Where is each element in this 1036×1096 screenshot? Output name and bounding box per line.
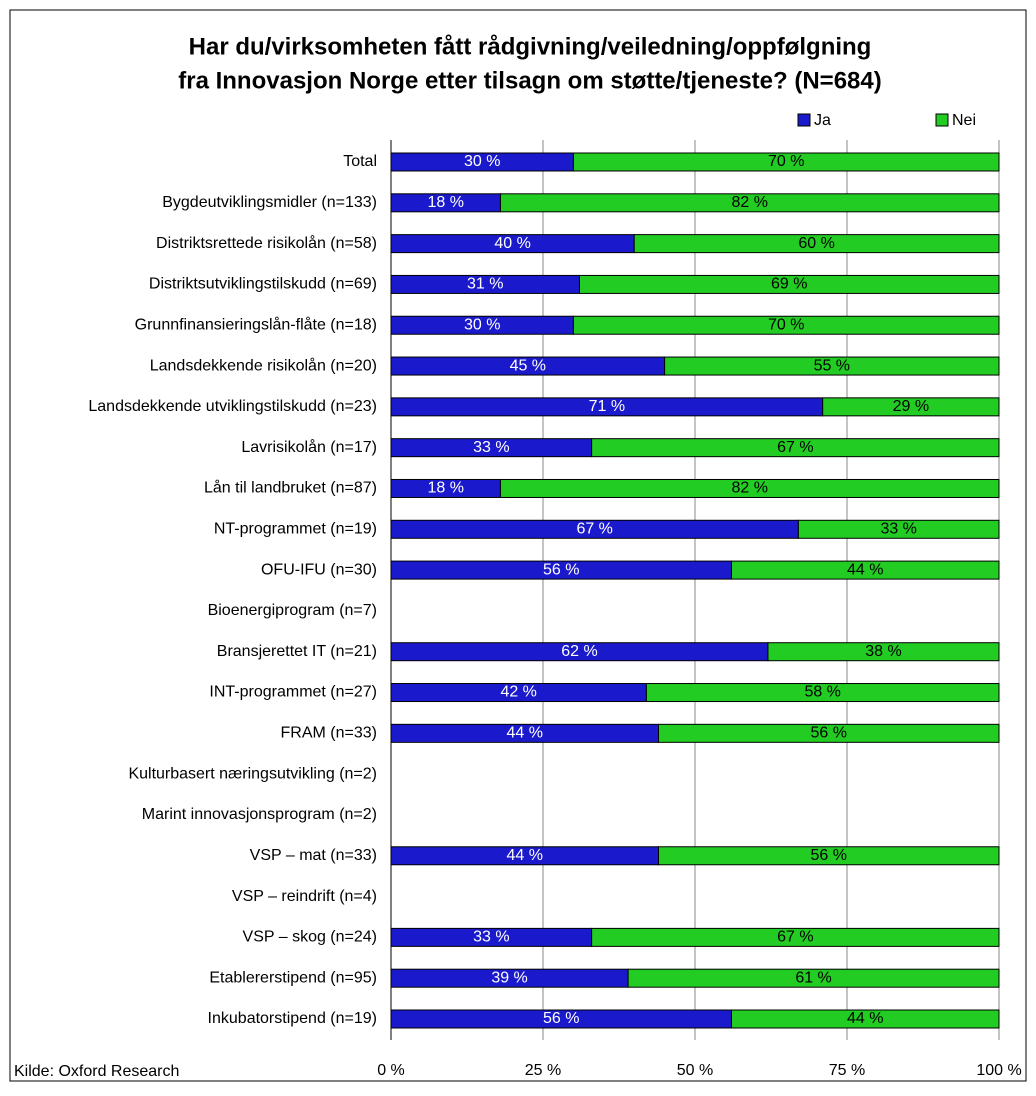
data-label: 30 % <box>464 316 500 333</box>
data-label: 70 % <box>768 316 804 333</box>
x-tick-label: 75 % <box>829 1062 865 1079</box>
bar-segment <box>645 683 1000 703</box>
y-tick-label: Bioenergiprogram (n=7) <box>208 602 377 619</box>
data-label: 39 % <box>491 969 527 986</box>
data-label: 56 % <box>811 725 847 742</box>
data-label: 62 % <box>561 643 597 660</box>
data-label: 33 % <box>473 439 509 456</box>
data-label: 67 % <box>576 521 612 538</box>
data-label: 56 % <box>543 561 579 578</box>
data-label: 55 % <box>814 357 850 374</box>
legend-swatch <box>935 113 949 127</box>
bar-segment <box>572 315 1000 335</box>
data-label: 30 % <box>464 153 500 170</box>
bar-segment <box>664 356 1000 376</box>
y-tick-label: Bransjerettet IT (n=21) <box>217 643 377 660</box>
y-tick-label: Total <box>343 153 377 170</box>
bar-segment <box>499 478 1000 498</box>
bar-segment <box>627 968 1000 988</box>
data-label: 38 % <box>865 643 901 660</box>
bar-segment <box>822 397 1000 417</box>
y-tick-label: VSP – reindrift (n=4) <box>232 888 377 905</box>
chart-title: Har du/virksomheten fått rådgivning/veil… <box>189 33 872 60</box>
y-tick-label: Landsdekkende utviklingstilskudd (n=23) <box>88 398 377 415</box>
data-label: 29 % <box>893 398 929 415</box>
bar-segment <box>797 519 1000 539</box>
data-label: 70 % <box>768 153 804 170</box>
data-label: 31 % <box>467 276 503 293</box>
y-tick-label: Grunnfinansieringslån-flåte (n=18) <box>135 315 377 333</box>
chart-title: fra Innovasjon Norge etter tilsagn om st… <box>178 67 881 94</box>
y-tick-label: Inkubatorstipend (n=19) <box>208 1010 377 1027</box>
data-label: 45 % <box>510 357 546 374</box>
bar-segment <box>499 193 1000 213</box>
data-label: 61 % <box>795 969 831 986</box>
y-tick-label: OFU-IFU (n=30) <box>261 561 377 578</box>
data-label: 67 % <box>777 929 813 946</box>
data-label: 33 % <box>880 521 916 538</box>
data-label: 71 % <box>589 398 625 415</box>
data-label: 40 % <box>494 235 530 252</box>
data-label: 58 % <box>804 684 840 701</box>
x-tick-label: 100 % <box>976 1062 1021 1079</box>
x-tick-label: 25 % <box>525 1062 561 1079</box>
bar-segment <box>730 1009 1000 1029</box>
y-tick-label: Kulturbasert næringsutvikling (n=2) <box>128 765 377 782</box>
x-tick-label: 0 % <box>377 1062 405 1079</box>
y-tick-label: Landsdekkende risikolån (n=20) <box>150 356 377 374</box>
data-label: 18 % <box>427 480 463 497</box>
bar-segment <box>591 438 1000 458</box>
data-label: 18 % <box>427 194 463 211</box>
data-label: 33 % <box>473 929 509 946</box>
source: Kilde: Oxford Research <box>14 1063 179 1080</box>
data-label: 44 % <box>507 847 543 864</box>
y-tick-label: Lavrisikolån (n=17) <box>241 438 377 456</box>
data-label: 82 % <box>731 194 767 211</box>
bar-segment <box>591 927 1000 947</box>
data-label: 42 % <box>500 684 536 701</box>
y-tick-label: Distriktsutviklingstilskudd (n=69) <box>149 276 377 293</box>
data-label: 44 % <box>507 725 543 742</box>
x-tick-label: 50 % <box>677 1062 713 1079</box>
y-tick-label: Bygdeutviklingsmidler (n=133) <box>162 194 377 211</box>
bar-segment <box>572 152 1000 172</box>
bar-segment <box>658 846 1000 866</box>
data-label: 44 % <box>847 1010 883 1027</box>
y-tick-label: INT-programmet (n=27) <box>209 684 377 701</box>
legend-swatch <box>797 113 811 127</box>
bar-segment <box>767 642 1000 662</box>
data-label: 60 % <box>798 235 834 252</box>
data-label: 67 % <box>777 439 813 456</box>
bar-segment <box>658 723 1000 743</box>
chart-frame <box>9 9 1027 1082</box>
y-tick-label: Marint innovasjonsprogram (n=2) <box>142 806 377 823</box>
data-label: 69 % <box>771 276 807 293</box>
data-label: 56 % <box>543 1010 579 1027</box>
legend-label: Nei <box>952 112 976 129</box>
y-tick-label: VSP – skog (n=24) <box>243 929 377 946</box>
legend-label: Ja <box>814 112 831 129</box>
data-label: 82 % <box>731 480 767 497</box>
y-tick-label: VSP – mat (n=33) <box>250 847 377 864</box>
bar-segment <box>578 274 1000 294</box>
y-tick-label: Distriktsrettede risikolån (n=58) <box>156 234 377 252</box>
data-label: 56 % <box>811 847 847 864</box>
y-tick-label: FRAM (n=33) <box>281 725 377 742</box>
bar-segment <box>633 234 1000 254</box>
y-tick-label: Etablererstipend (n=95) <box>209 969 377 986</box>
bar-segment <box>730 560 1000 580</box>
data-label: 44 % <box>847 561 883 578</box>
y-tick-label: NT-programmet (n=19) <box>214 521 377 538</box>
y-tick-label: Lån til landbruket (n=87) <box>204 479 377 497</box>
